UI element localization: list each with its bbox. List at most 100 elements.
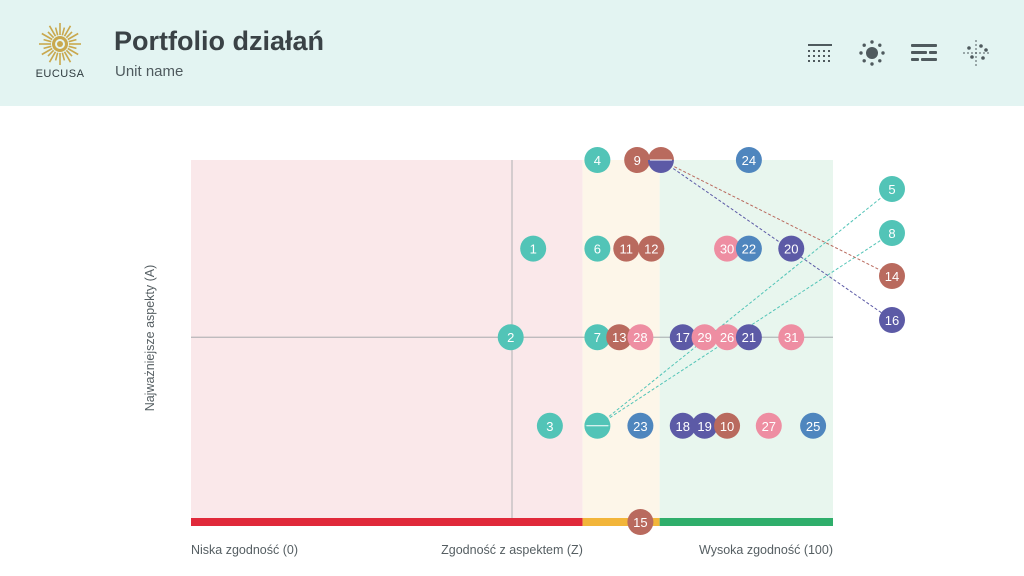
action-bubble[interactable]: 27	[755, 412, 782, 439]
bubble-label: 15	[633, 515, 647, 530]
action-bubble[interactable]: 23	[627, 412, 654, 439]
bubble-label: 11	[620, 242, 634, 257]
portfolio-chart: 4 9 241 6 11 12 30 22 202 7 13 28 17 29 26 21 313 23 18 19 1…	[143, 147, 905, 557]
filter-button[interactable]	[909, 38, 939, 68]
bubble-label: 20	[784, 242, 798, 257]
logo-ray	[67, 47, 79, 56]
bubble-circle	[879, 263, 905, 289]
action-bubble[interactable]	[647, 147, 674, 173]
x-axis-label-mid: Zgodność z aspektem (Z)	[441, 543, 583, 557]
bubble-label: 28	[633, 330, 647, 345]
action-bubble[interactable]: 22	[735, 235, 762, 262]
logo-ray	[68, 45, 77, 50]
bubble-label: 25	[806, 419, 820, 434]
action-bubble[interactable]: 1	[520, 235, 547, 262]
action-bubble[interactable]: 21	[735, 324, 762, 351]
action-bubble[interactable]: 5	[879, 176, 905, 202]
logo-ray	[48, 25, 57, 37]
sun-logo-icon	[39, 23, 81, 65]
action-bubble[interactable]: 4	[584, 147, 611, 173]
action-bubble[interactable]: 25	[800, 412, 827, 439]
bubble-circle	[669, 324, 696, 351]
bubble-bottom-half	[647, 160, 674, 173]
bubble-label: 31	[784, 330, 798, 345]
bubble-circle	[584, 235, 611, 262]
action-bubble[interactable]: 13	[606, 324, 633, 351]
logo-ray	[61, 52, 66, 61]
action-bubble[interactable]: 10	[714, 412, 741, 439]
bubble-label: 2	[507, 330, 514, 345]
action-bubble[interactable]: 17	[669, 324, 696, 351]
bubble-label: 3	[546, 419, 553, 434]
x-axis-label-high: Wysoka zgodność (100)	[699, 543, 833, 557]
zone-bar-mid	[582, 518, 660, 526]
bubble-label: 29	[697, 330, 711, 345]
grid-view-button[interactable]	[805, 38, 835, 68]
page-title: Portfolio działań	[114, 26, 325, 56]
bubble-circle	[627, 324, 654, 351]
action-bubble[interactable]: 16	[879, 307, 905, 333]
bubble-label: 17	[676, 330, 690, 345]
action-bubble[interactable]: 19	[691, 412, 718, 439]
logo-ray	[47, 49, 55, 57]
action-bubble[interactable]: 7	[584, 324, 611, 351]
action-bubble[interactable]: 31	[778, 324, 805, 351]
bubble-circle	[714, 235, 741, 262]
bubble-top-half	[584, 412, 611, 426]
logo-ray	[65, 49, 73, 57]
action-bubble[interactable]	[584, 412, 611, 439]
bubble-circle	[613, 235, 640, 262]
bubble-circle	[606, 324, 633, 351]
settings-button[interactable]	[857, 38, 887, 68]
logo-ray	[54, 27, 59, 36]
bubble-circle	[497, 324, 524, 351]
bubble-circle	[627, 412, 654, 439]
bubble-label: 16	[885, 313, 899, 328]
bubble-circle	[584, 147, 611, 173]
logo-ray	[63, 25, 72, 37]
bubble-circle	[638, 235, 665, 262]
bubble-label: 19	[697, 419, 711, 434]
x-axis-label-low: Niska zgodność (0)	[191, 543, 298, 557]
scatter-view-button[interactable]	[961, 38, 991, 68]
bubble-circle	[691, 412, 718, 439]
action-bubble[interactable]: 24	[735, 147, 762, 173]
action-bubble[interactable]: 14	[879, 263, 905, 289]
action-bubble[interactable]: 20	[778, 235, 805, 262]
logo-ray	[41, 47, 53, 56]
logo-text: EUCUSA	[35, 68, 85, 80]
action-bubble[interactable]: 29	[691, 324, 718, 351]
bubble-bottom-half	[584, 425, 611, 439]
action-bubble[interactable]: 15	[627, 509, 654, 535]
bubble-circle	[800, 412, 827, 439]
bubble-label: 6	[594, 242, 601, 257]
action-bubble[interactable]: 11	[613, 235, 640, 262]
filter-bars-icon	[911, 44, 937, 61]
bubble-label: 13	[612, 330, 626, 345]
app-header: EUCUSA Portfolio działań Unit name	[0, 0, 1024, 106]
action-bubble[interactable]: 12	[638, 235, 665, 262]
bubble-circle	[735, 324, 762, 351]
outlier-link	[660, 159, 893, 277]
action-bubble[interactable]: 3	[536, 412, 563, 439]
bubble-top-half	[647, 147, 674, 160]
bubble-circle	[778, 324, 805, 351]
logo-ray	[47, 31, 55, 39]
bubble-label: 30	[720, 242, 734, 257]
bubble-circle	[669, 412, 696, 439]
action-bubble[interactable]: 8	[879, 220, 905, 246]
action-bubble[interactable]: 6	[584, 235, 611, 262]
action-bubble[interactable]: 9	[624, 147, 651, 173]
bubble-circle	[778, 235, 805, 262]
action-bubble[interactable]: 28	[627, 324, 654, 351]
logo-ray	[43, 38, 52, 43]
eucusa-logo[interactable]: EUCUSA	[30, 22, 90, 86]
action-bubble[interactable]: 18	[669, 412, 696, 439]
bubble-label: 27	[762, 419, 776, 434]
logo-ray	[41, 32, 53, 41]
action-bubble[interactable]: 26	[714, 324, 741, 351]
action-bubble[interactable]: 30	[714, 235, 741, 262]
action-bubble[interactable]: 2	[497, 324, 524, 351]
bubble-circle	[691, 324, 718, 351]
logo-ray	[61, 27, 66, 36]
